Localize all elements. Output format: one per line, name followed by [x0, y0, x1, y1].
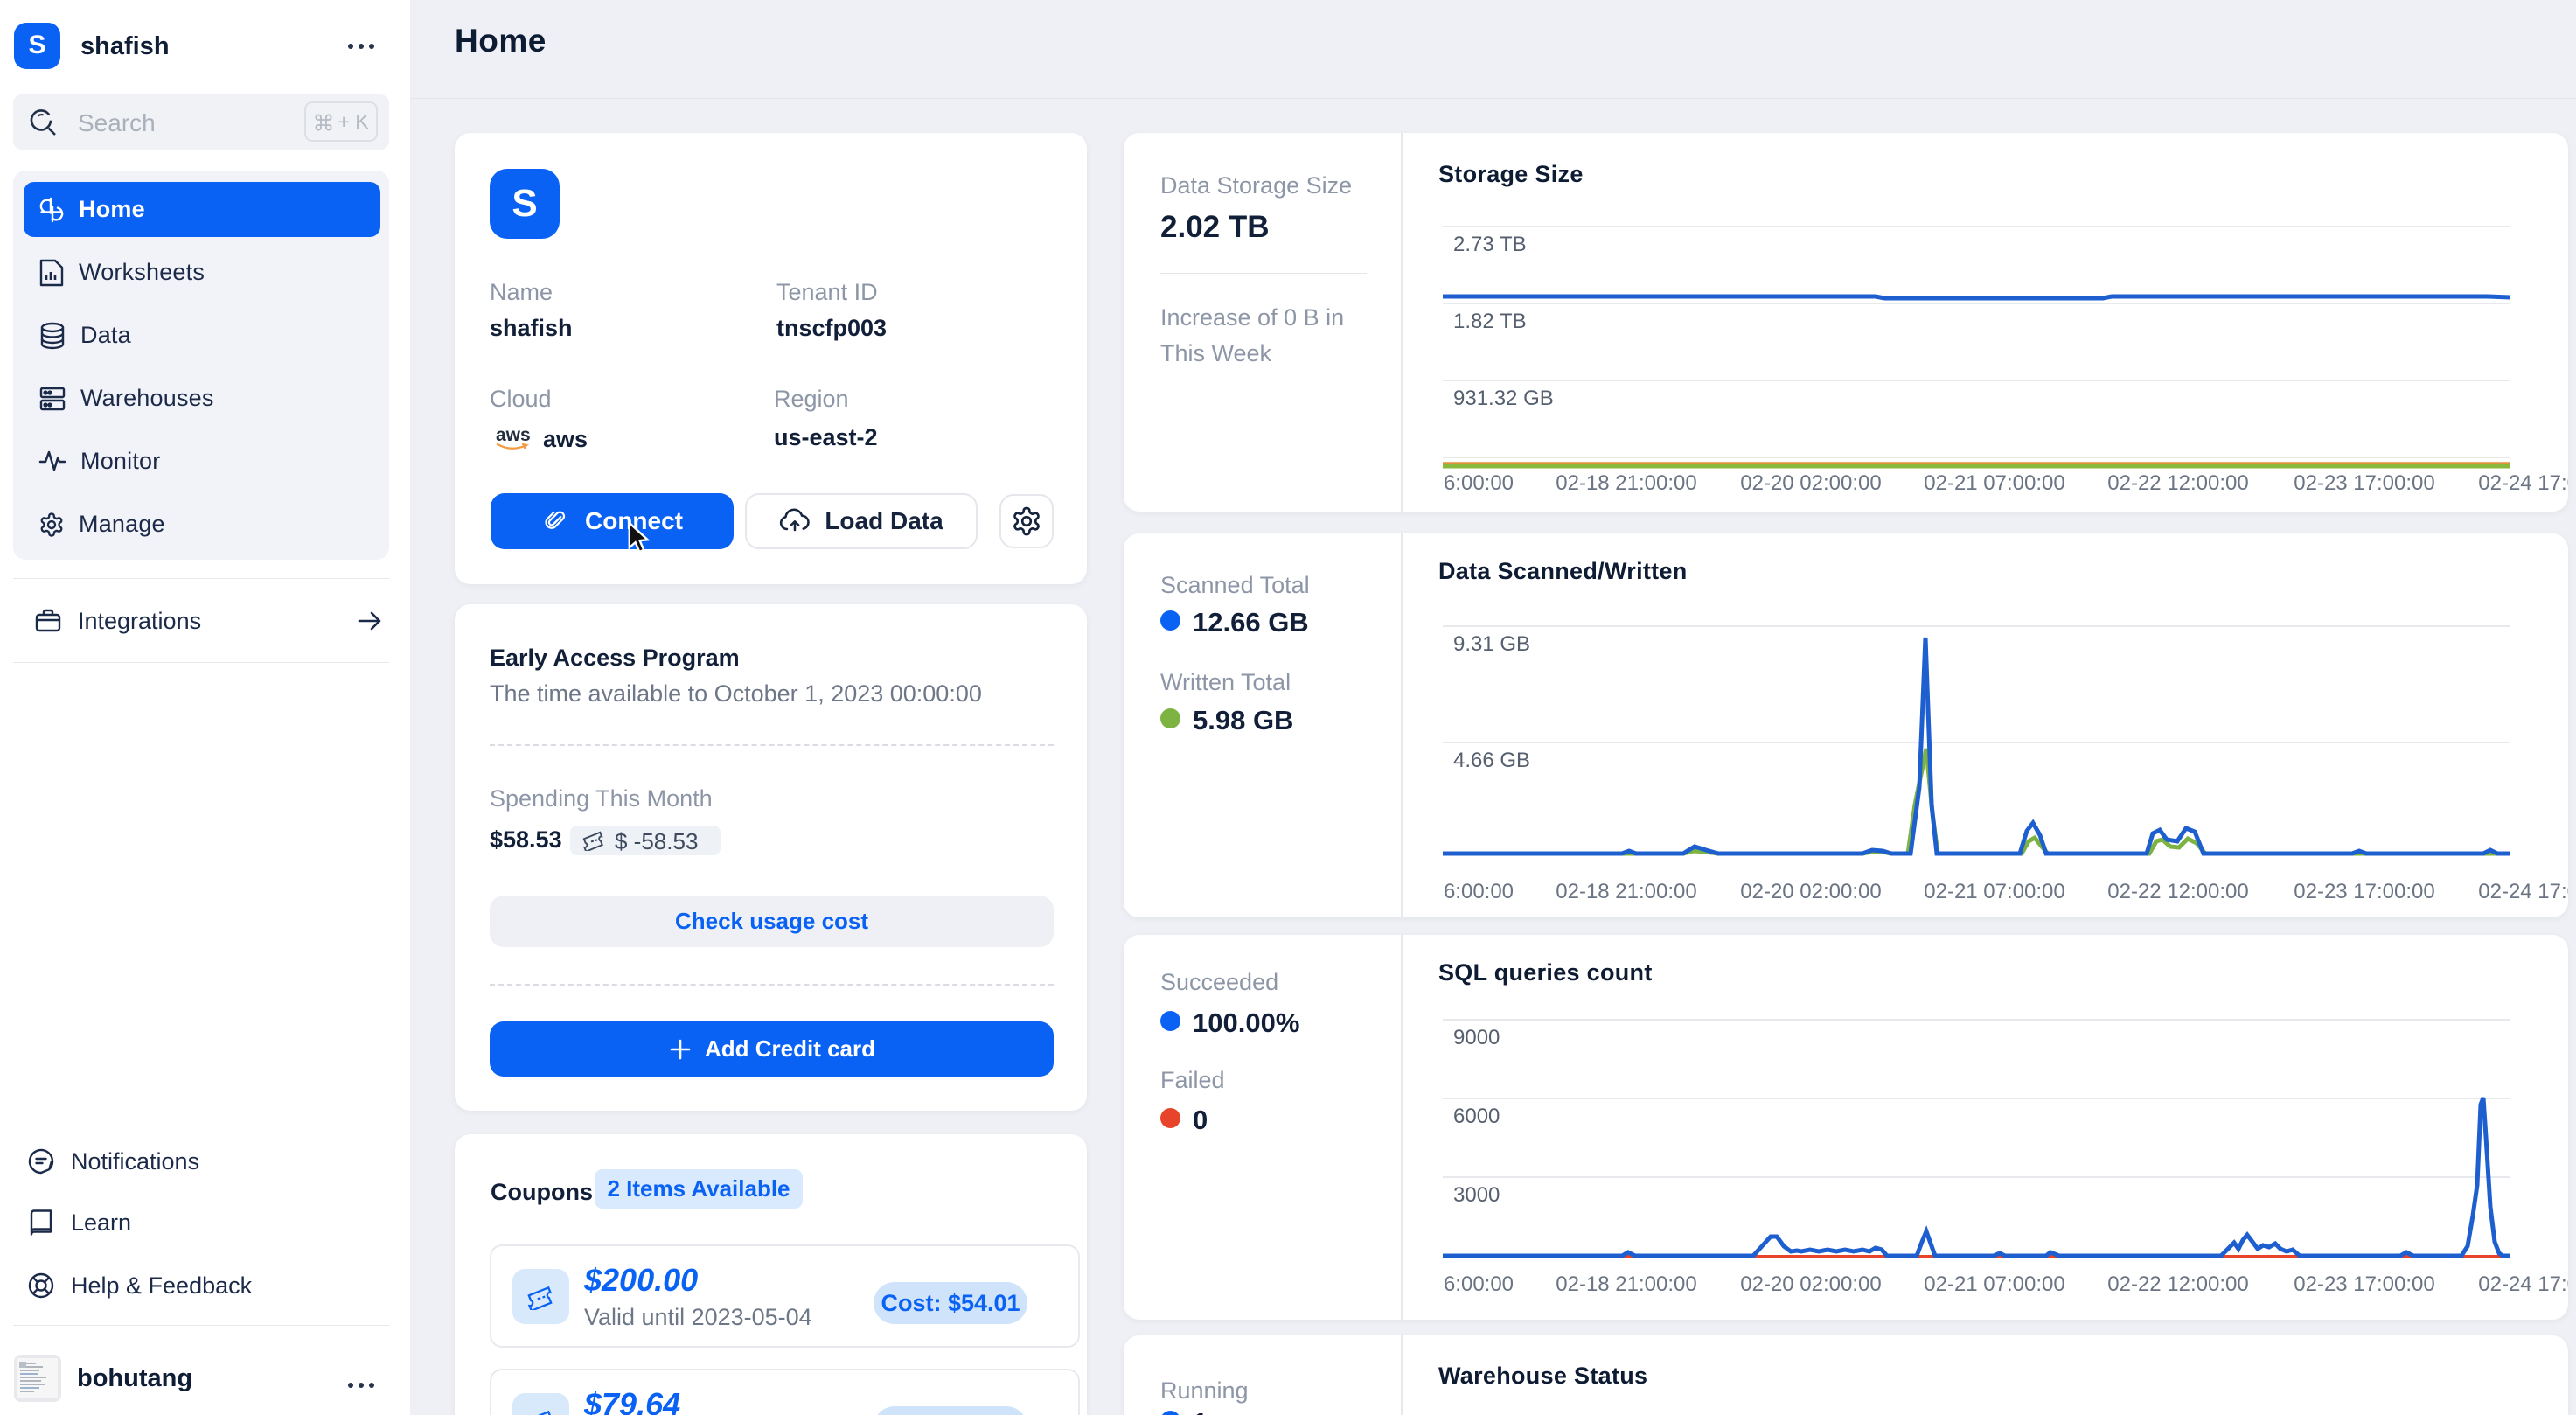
svg-text:4.66 GB: 4.66 GB — [1453, 749, 1530, 772]
svg-text:02-24 17:00:00: 02-24 17:00:00 — [2478, 1272, 2568, 1296]
svg-text:6000: 6000 — [1453, 1105, 1500, 1128]
svg-text:02-18 21:00:00: 02-18 21:00:00 — [1556, 471, 1696, 495]
svg-text:02-22 12:00:00: 02-22 12:00:00 — [2107, 471, 2248, 495]
svg-text:931.32 GB: 931.32 GB — [1453, 387, 1554, 410]
svg-text:02-18 21:00:00: 02-18 21:00:00 — [1556, 1272, 1696, 1296]
svg-text:02-22 12:00:00: 02-22 12:00:00 — [2107, 880, 2248, 903]
svg-text:1.82 TB: 1.82 TB — [1453, 310, 1527, 333]
svg-text:02-20 02:00:00: 02-20 02:00:00 — [1740, 1272, 1881, 1296]
svg-text:02-23 17:00:00: 02-23 17:00:00 — [2294, 880, 2434, 903]
svg-text:02-21 07:00:00: 02-21 07:00:00 — [1924, 880, 2064, 903]
svg-text:02-22 12:00:00: 02-22 12:00:00 — [2107, 1272, 2248, 1296]
svg-text:2.73 TB: 2.73 TB — [1453, 233, 1527, 256]
svg-text:02-23 17:00:00: 02-23 17:00:00 — [2294, 471, 2434, 495]
svg-text:aws: aws — [496, 425, 531, 445]
svg-text:02-24 17:00:00: 02-24 17:00:00 — [2478, 880, 2568, 903]
svg-text:9000: 9000 — [1453, 1026, 1500, 1049]
svg-text:02-21 07:00:00: 02-21 07:00:00 — [1924, 471, 2064, 495]
svg-text:02-18 21:00:00: 02-18 21:00:00 — [1556, 880, 1696, 903]
svg-text:6:00:00: 6:00:00 — [1444, 471, 1514, 495]
svg-text:9.31 GB: 9.31 GB — [1453, 632, 1530, 656]
svg-text:02-21 07:00:00: 02-21 07:00:00 — [1924, 1272, 2064, 1296]
svg-text:02-20 02:00:00: 02-20 02:00:00 — [1740, 880, 1881, 903]
svg-text:02-20 02:00:00: 02-20 02:00:00 — [1740, 471, 1881, 495]
svg-text:6:00:00: 6:00:00 — [1444, 1272, 1514, 1296]
svg-text:3000: 3000 — [1453, 1183, 1500, 1207]
svg-text:6:00:00: 6:00:00 — [1444, 880, 1514, 903]
svg-text:02-23 17:00:00: 02-23 17:00:00 — [2294, 1272, 2434, 1296]
svg-text:02-24 17:00:00: 02-24 17:00:00 — [2478, 471, 2568, 495]
